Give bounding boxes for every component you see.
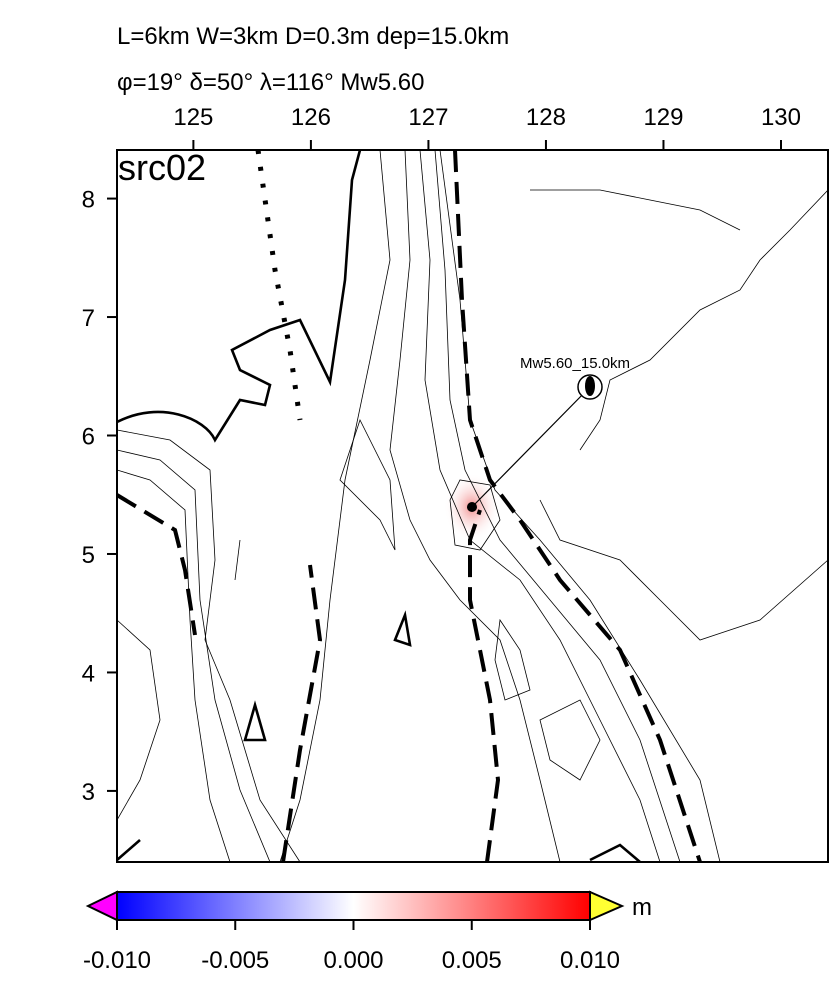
colorbar-unit: m	[632, 894, 652, 921]
y-tick-label: 3	[82, 779, 95, 806]
colorbar-tick-label: -0.010	[83, 947, 151, 974]
event-annotation: Mw5.60_15.0km	[520, 355, 630, 372]
y-tick-label: 4	[82, 660, 95, 687]
title-line2: φ=19° δ=50° λ=116° Mw5.60	[117, 69, 424, 96]
y-tick-label: 8	[82, 187, 95, 214]
colorbar-tick-label: -0.005	[201, 947, 269, 974]
map-contours	[117, 150, 828, 862]
y-tick-label: 7	[82, 305, 95, 332]
x-tick-label: 128	[526, 104, 566, 131]
panel-label: src02	[118, 147, 206, 188]
x-tick-label: 126	[291, 104, 331, 131]
map-frame	[116, 149, 829, 863]
x-tick-label: 129	[643, 104, 683, 131]
x-tick-label: 130	[761, 104, 801, 131]
colorbar-tick-label: 0.010	[560, 947, 620, 974]
y-tick-label: 6	[82, 424, 95, 451]
colorbar-tick-label: 0.005	[442, 947, 502, 974]
colorbar-tick-label: 0.000	[323, 947, 383, 974]
x-tick-label: 127	[408, 104, 448, 131]
x-tick-label: 125	[173, 104, 213, 131]
colorbar: m	[85, 890, 652, 922]
y-tick-label: 5	[82, 542, 95, 569]
title-line1: L=6km W=3km D=0.3m dep=15.0km	[117, 23, 509, 50]
